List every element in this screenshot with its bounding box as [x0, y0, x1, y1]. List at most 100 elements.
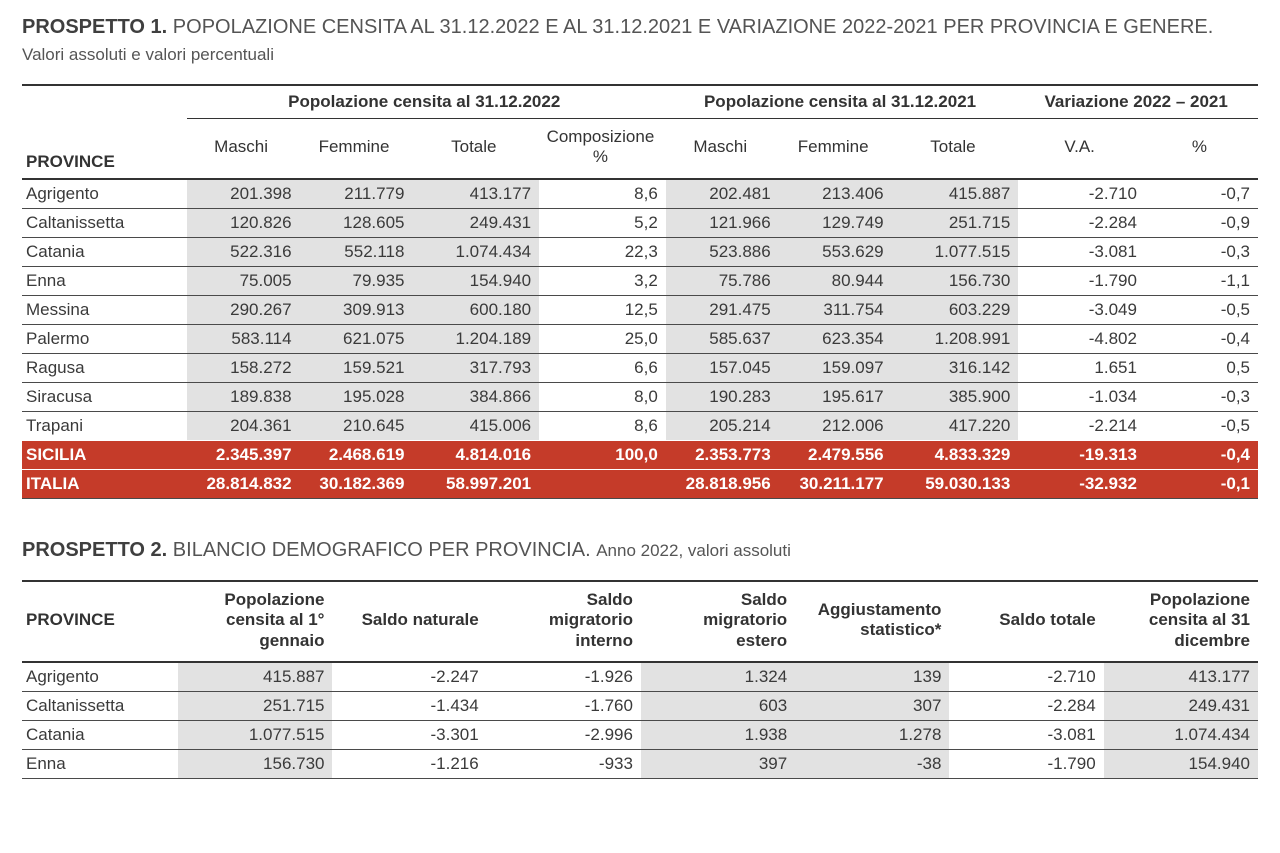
cell: 121.966 [666, 208, 779, 237]
cell: -0,3 [1145, 382, 1258, 411]
cell: 210.645 [300, 411, 413, 440]
col-header: Totale [892, 119, 1019, 179]
cell: -1.434 [332, 691, 486, 720]
cell: 211.779 [300, 179, 413, 209]
prospetto1-group-2: Variazione 2022 – 2021 [1018, 85, 1258, 119]
table-row: Trapani204.361210.645415.0068,6205.21421… [22, 411, 1258, 440]
cell: 8,6 [539, 179, 666, 209]
cell: 2.479.556 [779, 440, 892, 469]
cell: 159.521 [300, 353, 413, 382]
row-label: Agrigento [22, 662, 178, 692]
col-header: Maschi [666, 119, 779, 179]
cell: 585.637 [666, 324, 779, 353]
col-header: Saldomigratorioestero [641, 581, 795, 662]
cell: 154.940 [412, 266, 539, 295]
cell: 154.940 [1104, 749, 1258, 778]
prospetto1-row-header: PROVINCE [22, 85, 187, 179]
col-header: V.A. [1018, 119, 1145, 179]
cell: 1.077.515 [178, 720, 332, 749]
cell: -2.247 [332, 662, 486, 692]
row-label: Enna [22, 266, 187, 295]
col-header: Femmine [300, 119, 413, 179]
prospetto1-caption-lead: PROSPETTO 1. [22, 16, 167, 38]
table-row: Catania1.077.515-3.301-2.9961.9381.278-3… [22, 720, 1258, 749]
cell: 212.006 [779, 411, 892, 440]
cell: 202.481 [666, 179, 779, 209]
cell: -2.996 [487, 720, 641, 749]
table-row: Caltanissetta251.715-1.434-1.760603307-2… [22, 691, 1258, 720]
prospetto2-row-header: PROVINCE [22, 581, 178, 662]
row-label: Palermo [22, 324, 187, 353]
cell: 415.887 [178, 662, 332, 692]
prospetto1-tbody: Agrigento201.398211.779413.1778,6202.481… [22, 179, 1258, 499]
prospetto1-group-1: Popolazione censita al 31.12.2021 [666, 85, 1019, 119]
cell [539, 469, 666, 498]
cell: 522.316 [187, 237, 300, 266]
cell: 5,2 [539, 208, 666, 237]
cell: 397 [641, 749, 795, 778]
cell: 249.431 [1104, 691, 1258, 720]
row-label: Catania [22, 237, 187, 266]
prospetto1-table: PROVINCE Popolazione censita al 31.12.20… [22, 84, 1258, 499]
table-row: Agrigento201.398211.779413.1778,6202.481… [22, 179, 1258, 209]
cell: -933 [487, 749, 641, 778]
cell: 307 [795, 691, 949, 720]
total-row: SICILIA2.345.3972.468.6194.814.016100,02… [22, 440, 1258, 469]
cell: -0,4 [1145, 440, 1258, 469]
table-row: Enna75.00579.935154.9403,275.78680.94415… [22, 266, 1258, 295]
cell: -4.802 [1018, 324, 1145, 353]
col-header: Saldo naturale [332, 581, 486, 662]
cell: 249.431 [412, 208, 539, 237]
cell: 25,0 [539, 324, 666, 353]
cell: 139 [795, 662, 949, 692]
table-row: Catania522.316552.1181.074.43422,3523.88… [22, 237, 1258, 266]
cell: 1.938 [641, 720, 795, 749]
cell: 75.786 [666, 266, 779, 295]
col-header: Saldo totale [949, 581, 1103, 662]
col-header: Popolazionecensita al 31dicembre [1104, 581, 1258, 662]
cell: 28.818.956 [666, 469, 779, 498]
cell: -2.284 [949, 691, 1103, 720]
prospetto2-caption-lead: PROSPETTO 2. [22, 539, 167, 561]
cell: 1.204.189 [412, 324, 539, 353]
row-label: Enna [22, 749, 178, 778]
cell: 8,0 [539, 382, 666, 411]
cell: 553.629 [779, 237, 892, 266]
cell: 157.045 [666, 353, 779, 382]
table-row: Agrigento415.887-2.247-1.9261.324139-2.7… [22, 662, 1258, 692]
cell: 415.006 [412, 411, 539, 440]
col-header: Femmine [779, 119, 892, 179]
cell: 129.749 [779, 208, 892, 237]
col-header: Saldomigratoriointerno [487, 581, 641, 662]
prospetto2-table: PROVINCE Popolazionecensita al 1°gennaio… [22, 580, 1258, 779]
prospetto1-thead: PROVINCE Popolazione censita al 31.12.20… [22, 85, 1258, 179]
cell: 552.118 [300, 237, 413, 266]
cell: 30.211.177 [779, 469, 892, 498]
cell: 317.793 [412, 353, 539, 382]
cell: -3.081 [1018, 237, 1145, 266]
cell: -2.710 [1018, 179, 1145, 209]
cell: 415.887 [892, 179, 1019, 209]
cell: 195.028 [300, 382, 413, 411]
cell: -2.284 [1018, 208, 1145, 237]
row-label: Caltanissetta [22, 691, 178, 720]
cell: 128.605 [300, 208, 413, 237]
cell: 385.900 [892, 382, 1019, 411]
cell: 204.361 [187, 411, 300, 440]
cell: 600.180 [412, 295, 539, 324]
cell: 4.814.016 [412, 440, 539, 469]
prospetto1-subhead-row: Maschi Femmine Totale Composizione% Masc… [22, 119, 1258, 179]
cell: -3.301 [332, 720, 486, 749]
cell: 120.826 [187, 208, 300, 237]
cell: 1.074.434 [412, 237, 539, 266]
table-row: Enna156.730-1.216-933397-38-1.790154.940 [22, 749, 1258, 778]
cell: 621.075 [300, 324, 413, 353]
cell: -3.081 [949, 720, 1103, 749]
row-label: SICILIA [22, 440, 187, 469]
cell: 417.220 [892, 411, 1019, 440]
cell: -1.926 [487, 662, 641, 692]
cell: 290.267 [187, 295, 300, 324]
cell: -2.710 [949, 662, 1103, 692]
table-row: Ragusa158.272159.521317.7936,6157.045159… [22, 353, 1258, 382]
prospetto1-group-row: PROVINCE Popolazione censita al 31.12.20… [22, 85, 1258, 119]
